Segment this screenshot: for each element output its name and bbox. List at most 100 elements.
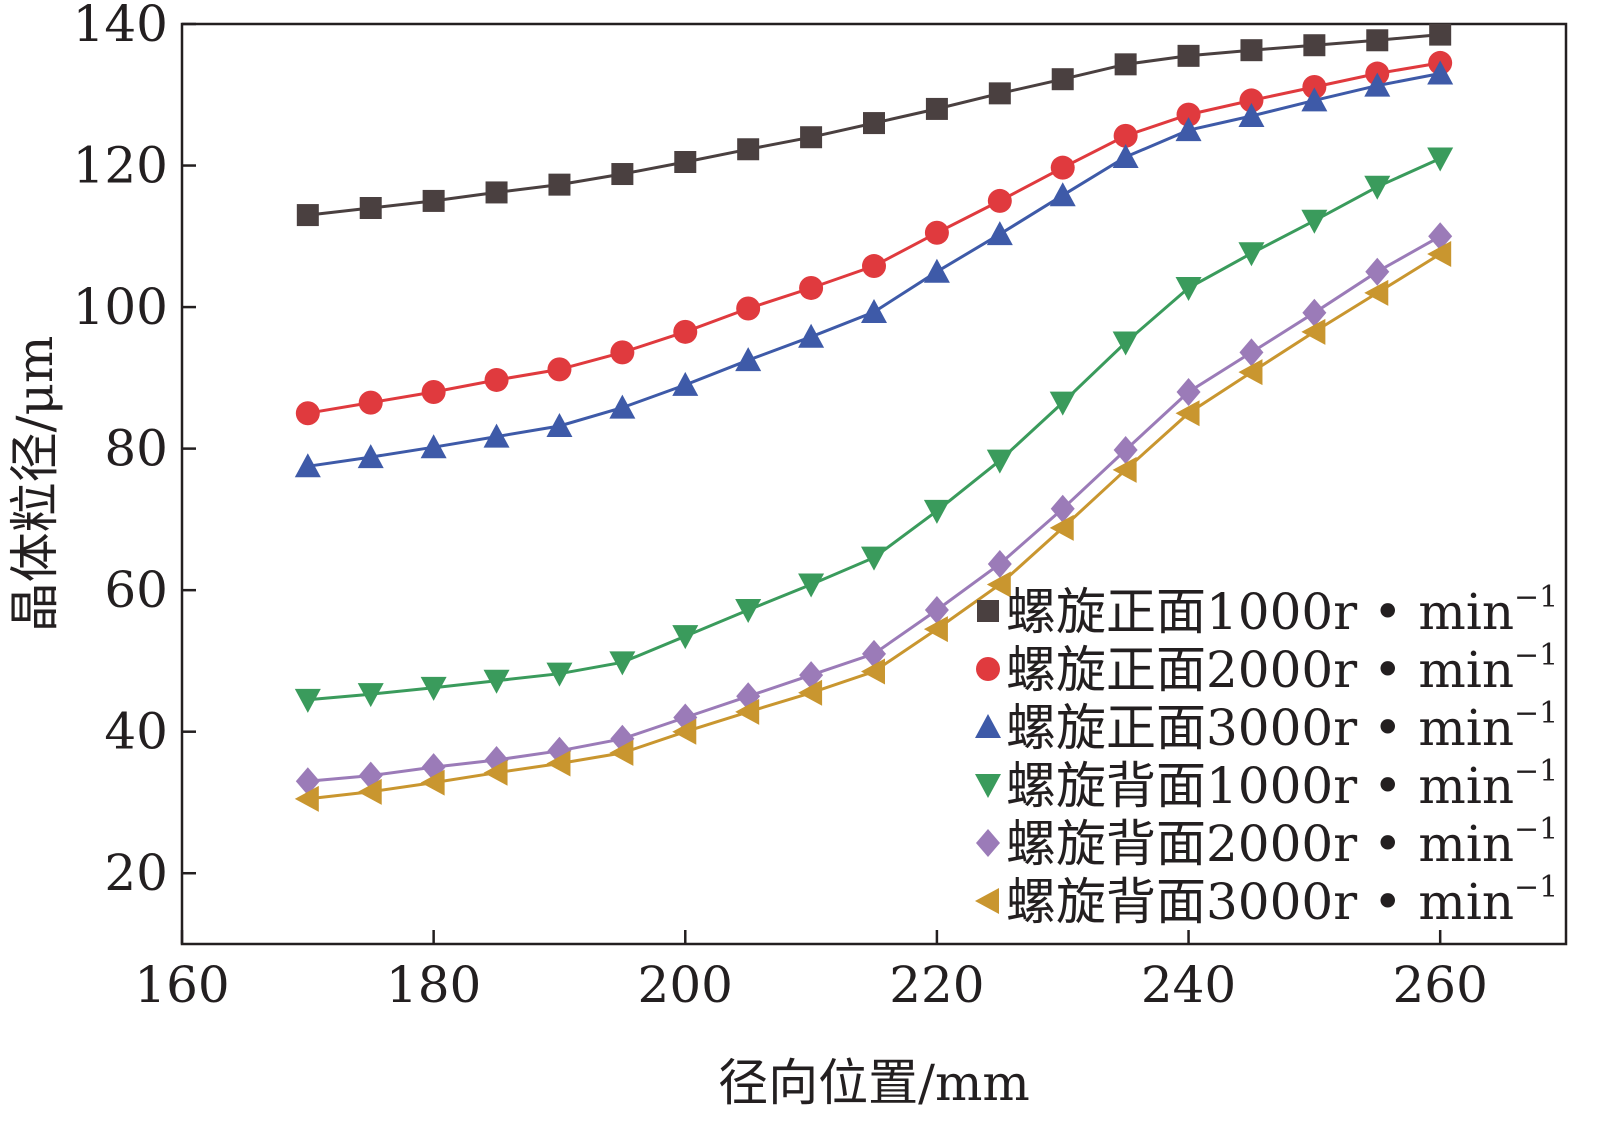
series-5	[295, 222, 1453, 796]
data-point	[986, 571, 1011, 598]
data-point	[546, 412, 573, 437]
data-point	[1238, 103, 1265, 127]
data-point	[1177, 44, 1200, 67]
series-1	[296, 23, 1452, 227]
legend-marker	[976, 657, 1000, 681]
data-point	[294, 688, 321, 713]
data-point	[1302, 298, 1327, 327]
legend-label: 螺旋正面2000r • min−1	[1006, 638, 1558, 699]
data-point	[1239, 338, 1264, 367]
y-tick-label: 60	[104, 561, 168, 619]
data-point	[1049, 182, 1076, 207]
data-point	[1238, 359, 1263, 386]
x-axis-title: 径向位置/mm	[718, 1054, 1030, 1112]
y-tick-label: 100	[73, 278, 168, 336]
data-point	[1175, 117, 1202, 142]
data-point	[924, 595, 949, 624]
data-point	[357, 444, 384, 469]
y-tick-label: 80	[104, 420, 168, 478]
data-point	[547, 357, 572, 382]
data-point	[735, 598, 762, 623]
series-6	[294, 241, 1452, 812]
data-point	[1427, 147, 1454, 172]
data-point	[799, 661, 824, 690]
data-point	[1366, 29, 1389, 52]
legend-item-3: 螺旋正面3000r • min−1	[975, 696, 1558, 757]
data-point	[609, 651, 636, 676]
legend-label: 螺旋正面3000r • min−1	[1006, 696, 1558, 757]
data-point	[1239, 88, 1264, 113]
data-point	[609, 394, 636, 419]
data-point	[294, 453, 321, 478]
data-point	[862, 254, 886, 279]
legend-label: 螺旋背面2000r • min−1	[1006, 812, 1558, 873]
data-point	[1429, 23, 1452, 46]
data-point	[1427, 60, 1454, 85]
x-tick-label: 240	[1141, 956, 1236, 1014]
legend-marker	[977, 600, 999, 622]
data-point	[1240, 39, 1263, 62]
y-tick-label: 120	[73, 137, 168, 195]
data-point	[1301, 209, 1328, 234]
data-point	[862, 639, 886, 668]
legend-item-5: 螺旋背面2000r • min−1	[976, 812, 1558, 873]
data-point	[799, 275, 824, 300]
data-point	[1365, 257, 1390, 286]
data-point	[422, 189, 445, 212]
data-point	[672, 371, 699, 396]
data-point	[1303, 34, 1326, 57]
data-point	[295, 401, 320, 426]
data-point	[925, 97, 948, 120]
data-point	[1050, 155, 1075, 180]
data-point	[1302, 74, 1327, 99]
data-point	[610, 340, 635, 365]
data-point	[485, 181, 508, 204]
data-point	[546, 662, 573, 687]
data-point	[861, 546, 887, 571]
series-2	[295, 50, 1453, 426]
data-point	[863, 112, 885, 135]
x-tick-label: 200	[638, 956, 733, 1014]
data-point	[1364, 279, 1389, 306]
legend-item-6: 螺旋背面3000r • min−1	[975, 870, 1558, 931]
y-axis-title: 晶体粒径/μm	[6, 336, 64, 633]
data-point	[357, 683, 384, 708]
data-point	[737, 138, 760, 161]
data-point	[1428, 222, 1453, 251]
legend-marker	[975, 714, 1001, 738]
data-point	[1301, 318, 1326, 345]
data-point	[986, 449, 1013, 474]
data-point	[358, 390, 383, 415]
data-point	[986, 221, 1013, 246]
data-point	[1112, 456, 1137, 483]
data-point	[420, 676, 447, 701]
data-point	[735, 347, 762, 372]
legend-label: 螺旋正面1000r • min−1	[1006, 580, 1558, 641]
data-point	[294, 785, 319, 812]
x-tick-label: 160	[134, 956, 229, 1014]
data-point	[798, 679, 823, 706]
data-point	[1176, 378, 1201, 406]
data-point	[735, 698, 760, 725]
data-point	[1050, 494, 1075, 523]
data-point	[609, 739, 634, 766]
data-point	[1364, 175, 1391, 200]
data-point	[1176, 102, 1201, 127]
data-point	[483, 759, 508, 786]
data-point	[924, 220, 949, 245]
data-point	[1175, 400, 1200, 427]
data-point	[923, 258, 950, 283]
data-point	[1051, 68, 1074, 91]
data-point	[988, 82, 1011, 105]
legend-marker	[975, 888, 999, 914]
data-point	[421, 380, 446, 404]
series-layer	[294, 23, 1454, 812]
data-point	[861, 299, 887, 324]
data-point	[1049, 391, 1076, 416]
data-point	[1301, 87, 1328, 112]
data-point	[798, 323, 825, 348]
data-point	[1238, 242, 1265, 267]
x-tick-label: 260	[1392, 956, 1487, 1014]
